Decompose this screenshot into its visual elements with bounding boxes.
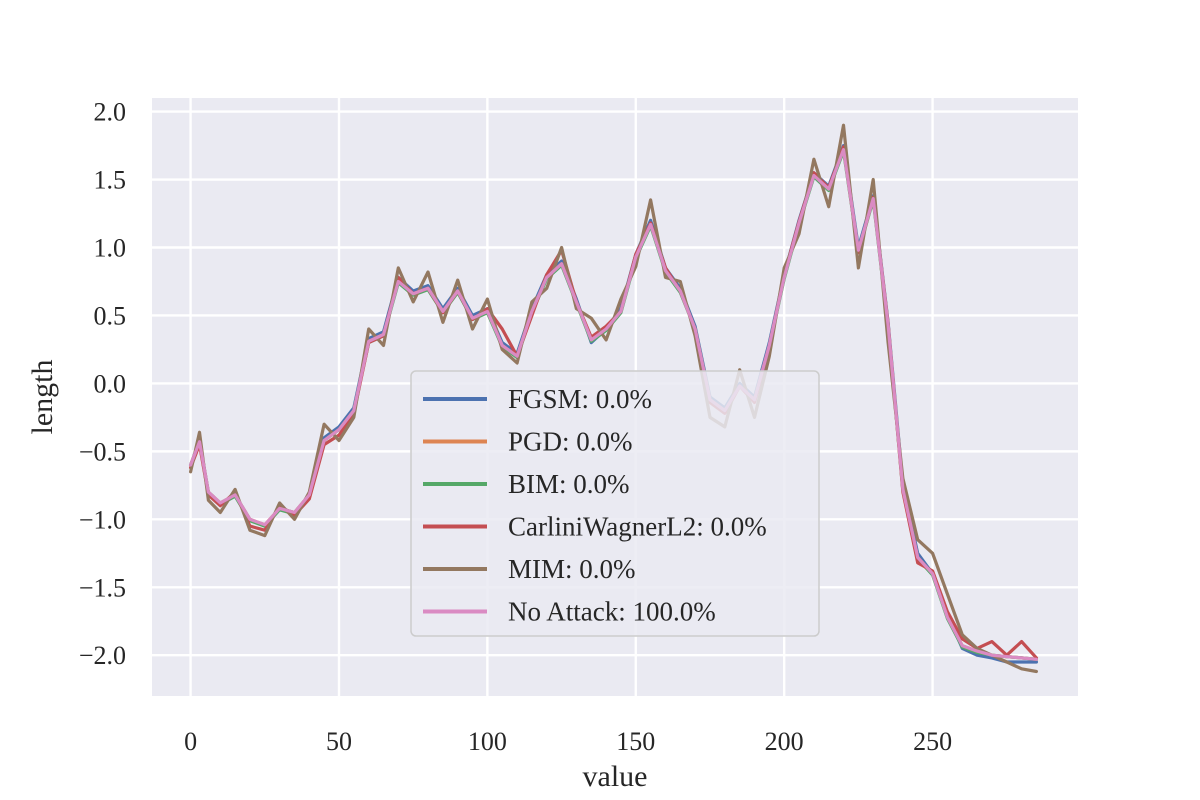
legend-label: No Attack: 100.0% [508,597,716,627]
x-axis-label: value [583,760,648,793]
y-tick-label: −0.5 [79,437,126,466]
y-tick-labels: −2.0 −1.5 −1.0 −0.5 0.0 0.5 1.0 1.5 2.0 [79,98,126,671]
x-tick-labels: 0 50 100 150 200 250 [184,727,952,756]
legend-label: CarliniWagnerL2: 0.0% [508,512,767,542]
y-tick-label: −1.5 [79,573,126,602]
legend-label: PGD: 0.0% [508,427,633,457]
x-tick-label: 0 [184,727,197,756]
y-tick-label: −2.0 [79,641,126,670]
x-tick-label: 250 [913,727,952,756]
y-tick-label: 0.0 [94,369,127,398]
x-tick-label: 150 [616,727,655,756]
y-tick-label: 0.5 [94,301,127,330]
x-tick-label: 200 [765,727,804,756]
y-axis-label: length [26,360,59,435]
series-lines [189,123,1039,674]
y-tick-label: 2.0 [94,98,127,127]
y-tick-label: −1.0 [79,505,126,534]
legend-label: MIM: 0.0% [508,554,636,584]
x-tick-label: 50 [326,727,352,756]
legend-label: BIM: 0.0% [508,469,630,499]
y-tick-label: 1.5 [94,166,127,195]
legend-box [410,370,820,637]
series-line-5 [189,148,1039,661]
legend-label: FGSM: 0.0% [508,384,652,414]
legend: FGSM: 0.0% PGD: 0.0% BIM: 0.0% CarliniWagne… [410,370,820,637]
x-tick-label: 100 [468,727,507,756]
y-tick-label: 1.0 [94,234,127,263]
